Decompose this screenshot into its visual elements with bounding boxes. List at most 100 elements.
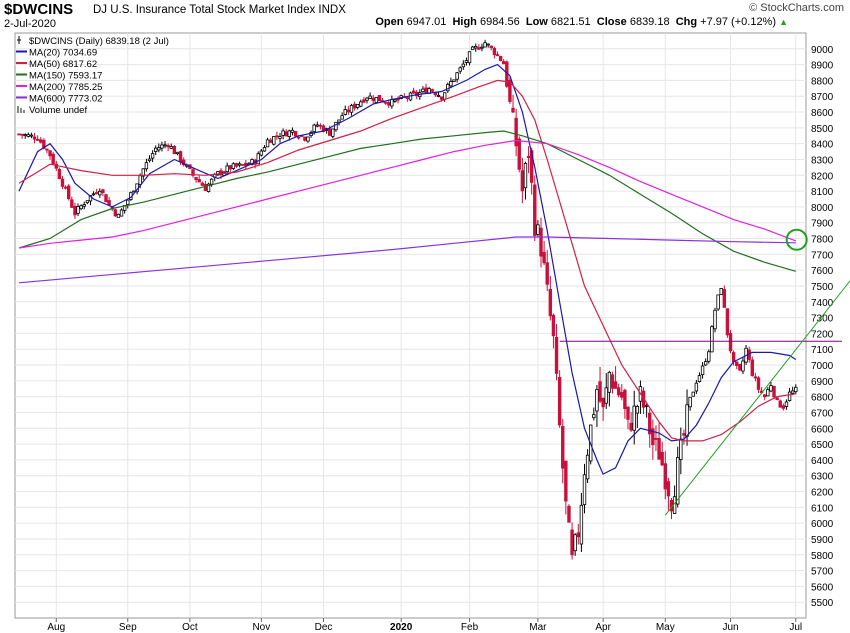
candle-body: [250, 159, 254, 165]
candle-body: [514, 117, 518, 147]
candle-body: [306, 136, 310, 142]
candle-body: [470, 46, 475, 51]
candle-body: [461, 63, 466, 68]
candle-body: [365, 97, 369, 101]
gridlines: [15, 33, 806, 618]
candle-body: [154, 147, 158, 152]
candle-body: [700, 365, 705, 375]
candle-body: [411, 90, 416, 94]
candle-body: [660, 451, 664, 466]
candle-body: [76, 206, 80, 214]
y-tick-label: 8100: [811, 187, 834, 198]
candle-body: [654, 438, 658, 440]
ma-line-ma600: [18, 236, 796, 284]
candle-body: [98, 190, 102, 196]
y-tick-label: 6100: [811, 503, 834, 514]
y-tick-label: 5900: [811, 535, 834, 546]
candle-body: [458, 67, 462, 72]
up-arrow-icon: ▲: [779, 17, 788, 27]
candle-body: [91, 193, 96, 196]
candle-body: [169, 146, 173, 149]
candle-body: [79, 205, 83, 210]
y-axis: 5500 5600 5700 5800 5900 6000 6100 6200 6300 6400…: [811, 45, 834, 609]
candle-body: [200, 182, 205, 186]
y-tick-label: 5800: [811, 551, 834, 562]
candle-body: [337, 119, 341, 123]
x-tick-label: Jun: [722, 622, 738, 633]
candle-body: [508, 79, 512, 102]
candle-body: [290, 129, 295, 133]
candle-body: [632, 405, 636, 431]
x-tick-label: Sep: [119, 622, 137, 633]
candle-body: [582, 474, 587, 506]
candle-body: [67, 185, 71, 200]
candle-body: [750, 359, 754, 376]
candle-body: [486, 43, 490, 46]
candle-body: [644, 404, 649, 407]
y-tick-label: 8700: [811, 92, 834, 103]
candle-body: [303, 136, 307, 141]
candle-body: [256, 153, 260, 165]
y-tick-label: 7400: [811, 298, 834, 309]
candle-body: [691, 391, 695, 397]
y-tick-label: 7800: [811, 235, 834, 246]
candle-body: [113, 209, 118, 217]
candle-body: [383, 101, 388, 104]
ma-line-ma50: [18, 79, 796, 442]
candle-body: [529, 150, 534, 183]
candle-body: [464, 60, 469, 63]
candle-body: [585, 454, 590, 480]
candle-body: [346, 109, 351, 113]
brand-watermark: © StockCharts.com: [749, 2, 844, 14]
candle-body: [362, 99, 366, 103]
candle-body: [166, 145, 170, 148]
candle-body: [296, 136, 301, 139]
candle-body: [794, 386, 798, 393]
candle-body: [237, 163, 242, 166]
candle-body: [498, 55, 503, 61]
candle-body: [355, 104, 360, 108]
x-tick-label: Nov: [252, 622, 270, 633]
candle-body: [20, 133, 24, 136]
open-label: Open: [375, 16, 404, 28]
y-tick-label: 7700: [811, 250, 834, 261]
candle-body: [772, 385, 776, 398]
candle-body: [163, 144, 167, 147]
candle-body: [244, 162, 248, 166]
y-tick-label: 8800: [811, 76, 834, 87]
candle-body: [219, 170, 223, 176]
candle-body: [70, 199, 74, 208]
candle-body: [225, 165, 229, 173]
candle-body: [172, 145, 177, 155]
candle-body: [17, 133, 21, 136]
legend-entry: MA(20) 7034.69: [29, 48, 97, 59]
annotations: [559, 228, 850, 516]
candle-body: [551, 314, 556, 337]
candle-body: [790, 390, 795, 394]
candle-body: [287, 130, 292, 137]
candle-body: [716, 294, 720, 310]
chg-value: +7.97 (+0.12%): [700, 16, 777, 28]
candle-body: [343, 109, 347, 115]
candle-body: [616, 387, 621, 396]
candle-body: [281, 130, 285, 136]
y-tick-label: 8500: [811, 124, 834, 135]
candle-body: [517, 138, 521, 170]
candle-body: [455, 72, 459, 80]
candle-body: [433, 92, 438, 96]
high-label: High: [452, 16, 477, 28]
candle-body: [126, 199, 130, 205]
candle-body: [666, 481, 671, 497]
candle-body: [94, 192, 99, 194]
candle-body: [82, 204, 86, 207]
candle-body: [567, 505, 571, 523]
legend-entry: MA(200) 7785.25: [29, 82, 102, 93]
candle-body: [29, 134, 34, 137]
candle-body: [502, 61, 506, 65]
x-tick-label: Mar: [529, 622, 547, 633]
candle-body: [511, 107, 515, 113]
x-axis: Aug Sep Oct Nov Dec 2020 Feb Mar Apr May Jun Jul: [47, 618, 802, 633]
legend-swatch-volume: [17, 106, 19, 113]
candle-body: [769, 385, 773, 392]
